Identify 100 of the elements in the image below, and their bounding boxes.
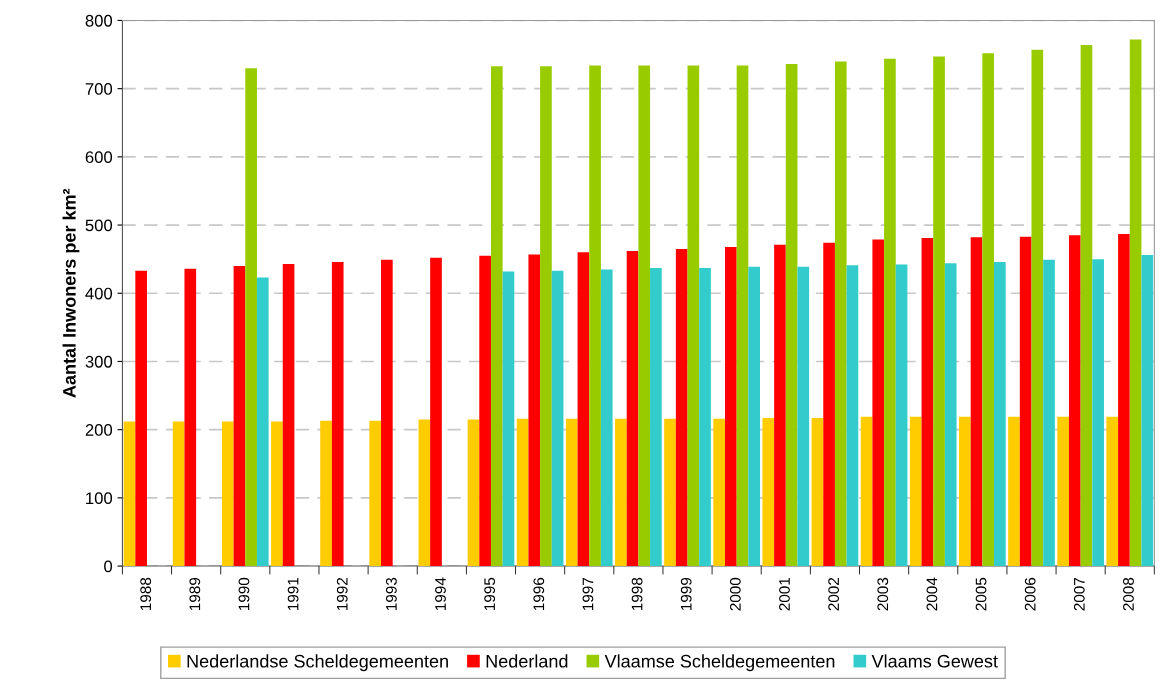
- y-tick-label: 600: [85, 151, 113, 164]
- bar: [872, 239, 885, 567]
- y-tick-label: 0: [104, 560, 113, 573]
- bar: [626, 250, 639, 567]
- bar: [785, 64, 798, 567]
- bar: [123, 421, 136, 567]
- bar: [1019, 236, 1032, 567]
- y-tick-label: 400: [85, 287, 113, 300]
- y-tick-label: 200: [85, 424, 113, 436]
- bar: [331, 261, 344, 567]
- bar: [933, 56, 945, 567]
- x-tick-label: 2004: [926, 577, 938, 611]
- bar: [1043, 259, 1055, 567]
- bar: [736, 65, 749, 567]
- bar: [675, 248, 688, 567]
- bar: [615, 418, 627, 567]
- bar: [1118, 233, 1130, 567]
- bar: [577, 252, 590, 567]
- x-tick-label: 1998: [631, 577, 643, 610]
- x-tick-label: 2008: [1123, 577, 1134, 611]
- bar: [565, 418, 578, 567]
- x-tick-label: 1994: [435, 577, 446, 610]
- bar: [551, 270, 564, 567]
- bar: [1080, 45, 1093, 567]
- y-tick-label: 100: [86, 492, 113, 505]
- bar: [994, 261, 1006, 567]
- bar: [959, 416, 971, 567]
- bar: [1106, 416, 1119, 567]
- bar: [713, 418, 725, 567]
- bar: [1129, 39, 1142, 567]
- x-tick-label: 1992: [336, 577, 348, 610]
- bar: [540, 66, 552, 567]
- y-tick-label: 800: [85, 14, 113, 27]
- bar: [699, 268, 711, 567]
- legend-label: Nederlandse Scheldegemeenten: [187, 654, 448, 672]
- legend-label: Vlaams Gewest: [871, 654, 998, 668]
- bar: [600, 269, 613, 567]
- x-tick-label: 2002: [828, 577, 840, 611]
- x-tick-label: 2006: [1024, 577, 1036, 611]
- bar: [1057, 416, 1069, 567]
- x-tick-label: 1988: [140, 577, 152, 610]
- y-axis-title: Aantal Inwoners per km²: [62, 188, 80, 398]
- bar: [1141, 255, 1154, 567]
- bar: [256, 277, 269, 567]
- bar: [1008, 416, 1020, 567]
- x-tick-label: 1991: [287, 577, 299, 610]
- legend-label: Vlaamse Scheldegemeenten: [604, 654, 835, 672]
- bar: [797, 266, 810, 567]
- bar: [970, 237, 983, 567]
- bar: [369, 420, 382, 567]
- bar: [982, 53, 995, 567]
- bar: [860, 416, 873, 567]
- x-tick-label: 1999: [680, 577, 692, 610]
- bar: [589, 65, 601, 567]
- bar: [320, 420, 332, 567]
- bar: [184, 268, 197, 567]
- bar: [282, 263, 295, 567]
- x-tick-label: 2007: [1073, 577, 1085, 611]
- bar: [490, 66, 503, 567]
- y-tick-label: 700: [85, 83, 113, 95]
- x-tick-label: 1989: [189, 577, 201, 610]
- bar: [650, 268, 662, 567]
- bar: [381, 259, 393, 567]
- bar: [834, 61, 847, 567]
- bar: [811, 418, 824, 567]
- x-tick-label: 1993: [385, 577, 397, 610]
- bar: [638, 65, 651, 567]
- bar: [884, 58, 896, 567]
- bar: [233, 265, 246, 567]
- x-tick-label: 2000: [729, 577, 741, 611]
- bar: [895, 264, 908, 567]
- bar: [762, 418, 775, 567]
- bar: [921, 238, 934, 567]
- bar: [687, 65, 700, 567]
- bar: [221, 421, 234, 567]
- bar: [271, 421, 283, 567]
- bar: [135, 270, 147, 567]
- bar: [748, 266, 760, 567]
- bar: [467, 419, 480, 567]
- x-tick-label: 1990: [238, 577, 250, 610]
- y-tick-label: 300: [85, 355, 113, 368]
- bar: [1031, 49, 1044, 567]
- bar: [172, 421, 185, 567]
- x-tick-label: 1995: [484, 577, 496, 610]
- bar: [909, 416, 922, 567]
- bar: [516, 418, 529, 567]
- x-tick-label: 2001: [779, 577, 790, 611]
- bar: [774, 244, 786, 567]
- y-tick-label: 500: [85, 219, 113, 232]
- bar: [846, 265, 859, 567]
- bar: [418, 419, 431, 567]
- bar: [479, 255, 491, 567]
- x-tick-label: 1996: [533, 577, 545, 610]
- bar: [430, 257, 442, 567]
- x-tick-label: 1997: [582, 577, 594, 610]
- bar: [245, 68, 257, 567]
- bar: [502, 271, 515, 567]
- bar: [664, 418, 676, 567]
- bar: [1068, 235, 1081, 567]
- bar: [823, 242, 835, 567]
